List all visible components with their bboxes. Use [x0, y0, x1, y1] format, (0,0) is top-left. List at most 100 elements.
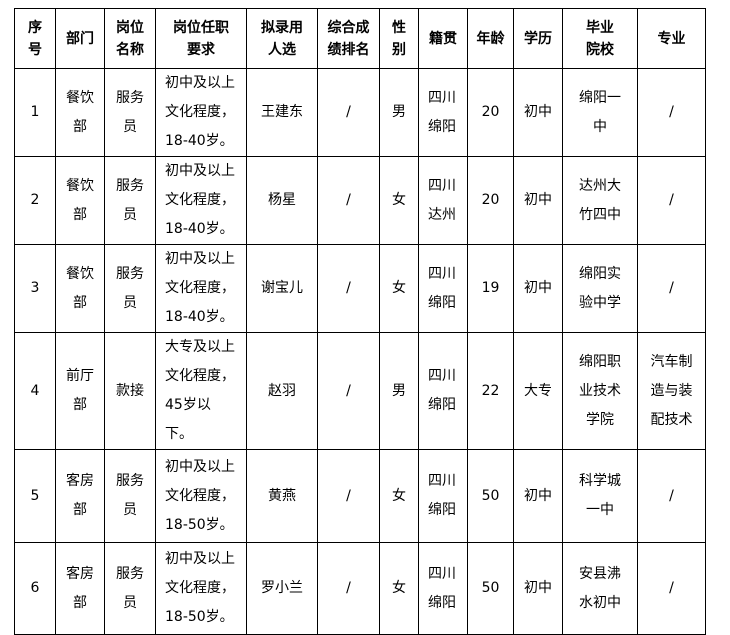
table-cell: 初中: [513, 449, 563, 543]
cell-text: 5: [30, 487, 40, 504]
cell-text: 4: [30, 382, 40, 399]
cell-text: 前厅部: [66, 368, 94, 413]
cell-text: 岗位任职要求: [173, 19, 229, 58]
cell-text: /: [346, 382, 351, 399]
cell-text: 初中及以上文化程度，18-50岁。: [165, 458, 235, 533]
cell-text: 6: [30, 580, 40, 596]
cell-text: 性别: [392, 19, 406, 58]
table-cell: /: [317, 542, 380, 635]
table-cell: 19: [467, 244, 514, 333]
table-cell: 男: [379, 332, 419, 450]
table-cell: 四川达州: [418, 156, 468, 245]
table-cell: 绵阳职业技术学院: [562, 332, 638, 450]
table-cell: /: [317, 68, 380, 157]
table-cell: 黄燕: [246, 449, 318, 543]
table-cell: 达州大竹四中: [562, 156, 638, 245]
cell-text: 四川绵阳: [428, 565, 456, 611]
cell-text: 服务员: [116, 565, 144, 611]
cell-text: 餐饮部: [66, 265, 94, 311]
cell-text: 籍贯: [429, 30, 457, 47]
table-cell: 女: [379, 542, 419, 635]
cell-text: 初中及以上文化程度，18-40岁。: [165, 251, 235, 325]
table-cell: 20: [467, 156, 514, 245]
table-cell: 服务员: [104, 449, 156, 543]
cell-text: 50: [481, 580, 500, 596]
cell-text: 初中及以上文化程度，18-40岁。: [165, 75, 235, 149]
header-cell: 籍贯: [418, 8, 468, 69]
table-cell: /: [317, 156, 380, 245]
cell-text: 罗小兰: [261, 580, 303, 596]
table-cell: 王建东: [246, 68, 318, 157]
cell-text: 初中: [524, 192, 552, 208]
table-cell: 50: [467, 449, 514, 543]
table-cell: 服务员: [104, 542, 156, 635]
cell-text: 四川绵阳: [428, 473, 456, 518]
table-cell: 初中: [513, 244, 563, 333]
table-cell: 初中及以上文化程度，18-40岁。: [155, 244, 247, 333]
cell-text: 四川绵阳: [428, 89, 456, 135]
cell-text: /: [669, 487, 674, 504]
cell-text: 初中: [524, 104, 552, 120]
table-cell: 服务员: [104, 68, 156, 157]
staff-table: 序号 部门 岗位名称 岗位任职要求 拟录用人选 综合成绩排名 性别 籍贯 年龄 学历 毕业院校 专业 …: [14, 8, 706, 635]
cell-text: /: [669, 580, 674, 596]
table-cell: 初中: [513, 156, 563, 245]
table-cell: /: [637, 156, 706, 245]
cell-text: 四川绵阳: [428, 368, 456, 413]
cell-text: 大专: [524, 382, 552, 399]
table-row: 2 餐饮部 服务员 初中及以上文化程度，18-40岁。 杨星 / 女 四川达州 20 初中 达州大竹…: [14, 156, 706, 245]
cell-text: 服务员: [116, 177, 144, 223]
table-cell: 罗小兰: [246, 542, 318, 635]
cell-text: 安县沸水初中: [579, 565, 621, 611]
table-cell: 科学城一中: [562, 449, 638, 543]
cell-text: 部门: [66, 30, 94, 47]
table-body: 1 餐饮部 服务员 初中及以上文化程度，18-40岁。 王建东 / 男四川绵阳 20 初中 绵阳一…: [14, 68, 706, 635]
table-cell: 3: [14, 244, 56, 333]
cell-text: 服务员: [116, 473, 144, 518]
cell-text: 男: [392, 382, 406, 399]
table-cell: 安县沸水初中: [562, 542, 638, 635]
table-cell: 服务员: [104, 156, 156, 245]
cell-text: 2: [30, 192, 40, 208]
table-cell: 谢宝儿: [246, 244, 318, 333]
cell-text: 22: [481, 382, 500, 399]
cell-text: 四川达州: [428, 177, 456, 223]
cell-text: 年龄: [476, 30, 505, 47]
header-cell: 毕业院校: [562, 8, 638, 69]
cell-text: /: [346, 280, 351, 296]
table-cell: /: [317, 244, 380, 333]
cell-text: 初中及以上文化程度，18-50岁。: [165, 551, 235, 625]
cell-text: 达州大竹四中: [579, 177, 621, 223]
cell-text: 餐饮部: [66, 177, 94, 223]
table-cell: 初中及以上文化程度，18-40岁。: [155, 156, 247, 245]
table-cell: 女: [379, 244, 419, 333]
cell-text: 综合成绩排名: [327, 19, 370, 58]
table-cell: 服务员: [104, 244, 156, 333]
cell-text: 初中: [524, 280, 552, 296]
table-cell: 绵阳实验中学: [562, 244, 638, 333]
table-row: 1 餐饮部 服务员 初中及以上文化程度，18-40岁。 王建东 / 男 四川绵阳 20 初中 绵阳一…: [14, 68, 706, 157]
cell-text: /: [346, 487, 351, 504]
table-cell: 客房部: [55, 542, 105, 635]
cell-text: 20: [481, 192, 500, 208]
cell-text: 服务员: [116, 89, 144, 135]
table-cell: /: [317, 449, 380, 543]
table-cell: 5: [14, 449, 56, 543]
page: {"table": { "header": ["序号", "部门", "岗位名称…: [14, 8, 706, 635]
cell-text: 岗位名称: [116, 19, 144, 58]
table-row: 6 客房部 服务员 初中及以上文化程度，18-50岁。 罗小兰 / 女 四川绵阳 50 初中 安县沸…: [14, 542, 706, 635]
cell-text: 初中及以上文化程度，18-40岁。: [165, 163, 235, 237]
cell-text: 科学城一中: [579, 473, 621, 518]
table-cell: 四川绵阳: [418, 332, 468, 450]
cell-text: 初中: [524, 487, 552, 504]
header-cell: 综合成绩排名: [317, 8, 380, 69]
cell-text: 学历: [524, 30, 552, 47]
cell-text: 3: [30, 280, 40, 296]
table-cell: 餐饮部: [55, 68, 105, 157]
cell-text: 女: [392, 280, 406, 296]
header-cell: 专业: [637, 8, 706, 69]
table-row: 3 餐饮部 服务员 初中及以上文化程度，18-40岁。 谢宝儿 / 女 四川绵阳 19 初中 绵阳实…: [14, 244, 706, 333]
cell-text: 谢宝儿: [261, 280, 303, 296]
cell-text: 毕业院校: [586, 19, 614, 58]
cell-text: 黄燕: [268, 487, 296, 504]
